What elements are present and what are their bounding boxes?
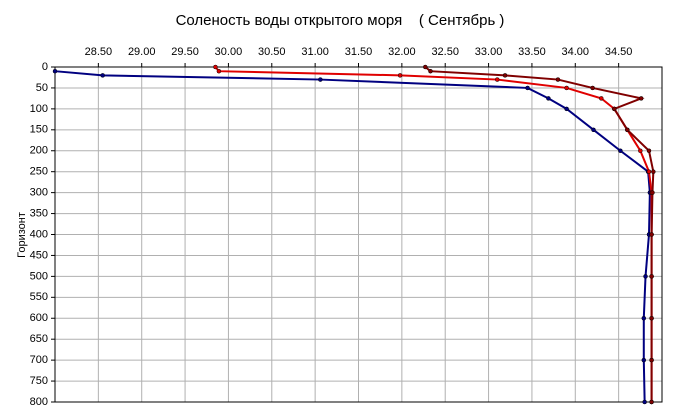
- y-tick-label: 700: [30, 354, 48, 366]
- data-point: [641, 316, 647, 321]
- data-point: [651, 169, 656, 174]
- y-tick-label: 300: [30, 187, 48, 199]
- data-point: [646, 148, 652, 153]
- x-tick-label: 34.50: [605, 46, 633, 58]
- data-point: [649, 399, 654, 405]
- y-tick-label: 550: [30, 291, 48, 303]
- data-point: [494, 77, 500, 82]
- series-line: [424, 66, 655, 402]
- data-point: [564, 85, 569, 91]
- data-point: [618, 148, 623, 153]
- data-point: [649, 232, 654, 237]
- data-point: [318, 77, 323, 82]
- data-point: [612, 106, 617, 112]
- y-tick-label: 50: [36, 82, 48, 94]
- data-point: [625, 127, 630, 133]
- plot-frame: [54, 66, 663, 403]
- y-tick-label: 450: [30, 249, 48, 261]
- data-point: [502, 73, 508, 78]
- chart-title: Соленость воды открытого моря ( Сентябрь…: [176, 12, 505, 29]
- x-tick-label: 29.00: [128, 46, 156, 58]
- data-point: [649, 274, 654, 279]
- y-tick-label: 150: [30, 124, 48, 136]
- y-tick-label: 250: [30, 166, 48, 178]
- data-point: [642, 399, 647, 405]
- x-tick-label: 32.00: [388, 46, 416, 58]
- data-point: [591, 127, 596, 133]
- y-tick-label: 100: [30, 103, 48, 115]
- x-tick-label: 29.50: [171, 46, 199, 58]
- y-tick-label: 600: [30, 312, 48, 324]
- data-point: [213, 64, 218, 70]
- data-point: [646, 169, 652, 174]
- data-point: [650, 190, 655, 195]
- data-point: [525, 85, 530, 91]
- data-point: [423, 64, 428, 70]
- data-point: [564, 106, 569, 112]
- data-point: [638, 148, 643, 153]
- data-point: [555, 77, 561, 82]
- y-tick-label: 200: [30, 145, 48, 157]
- data-point: [397, 73, 403, 78]
- x-tick-label: 33.00: [475, 46, 503, 58]
- data-point: [649, 316, 654, 321]
- y-tick-label: 350: [30, 207, 48, 219]
- data-point: [216, 68, 222, 74]
- data-point: [599, 96, 604, 101]
- x-tick-label: 32.50: [431, 46, 459, 58]
- data-point: [546, 96, 551, 101]
- data-point: [100, 73, 105, 78]
- x-tick-label: 34.00: [562, 46, 590, 58]
- data-point: [643, 274, 648, 279]
- x-tick-label: 28.50: [85, 46, 113, 58]
- y-tick-label: 0: [42, 61, 48, 73]
- series-line: [54, 70, 651, 403]
- data-point: [649, 357, 654, 363]
- data-point: [590, 85, 595, 91]
- x-tick-label: 31.50: [345, 46, 373, 58]
- x-tick-label: 33.50: [518, 46, 546, 58]
- x-tick-label: 30.00: [215, 46, 243, 58]
- data-point: [641, 357, 647, 363]
- y-tick-label: 400: [30, 228, 48, 240]
- y-tick-label: 750: [30, 375, 48, 387]
- y-tick-label: 800: [30, 396, 48, 408]
- y-tick-label: 500: [30, 270, 48, 282]
- data-point: [52, 68, 58, 74]
- y-axis-label: Горизонт: [16, 212, 28, 258]
- y-tick-label: 650: [30, 333, 48, 345]
- data-point: [638, 96, 644, 101]
- x-tick-label: 30.50: [258, 46, 286, 58]
- data-point: [428, 68, 433, 74]
- x-tick-label: 31.00: [301, 46, 329, 58]
